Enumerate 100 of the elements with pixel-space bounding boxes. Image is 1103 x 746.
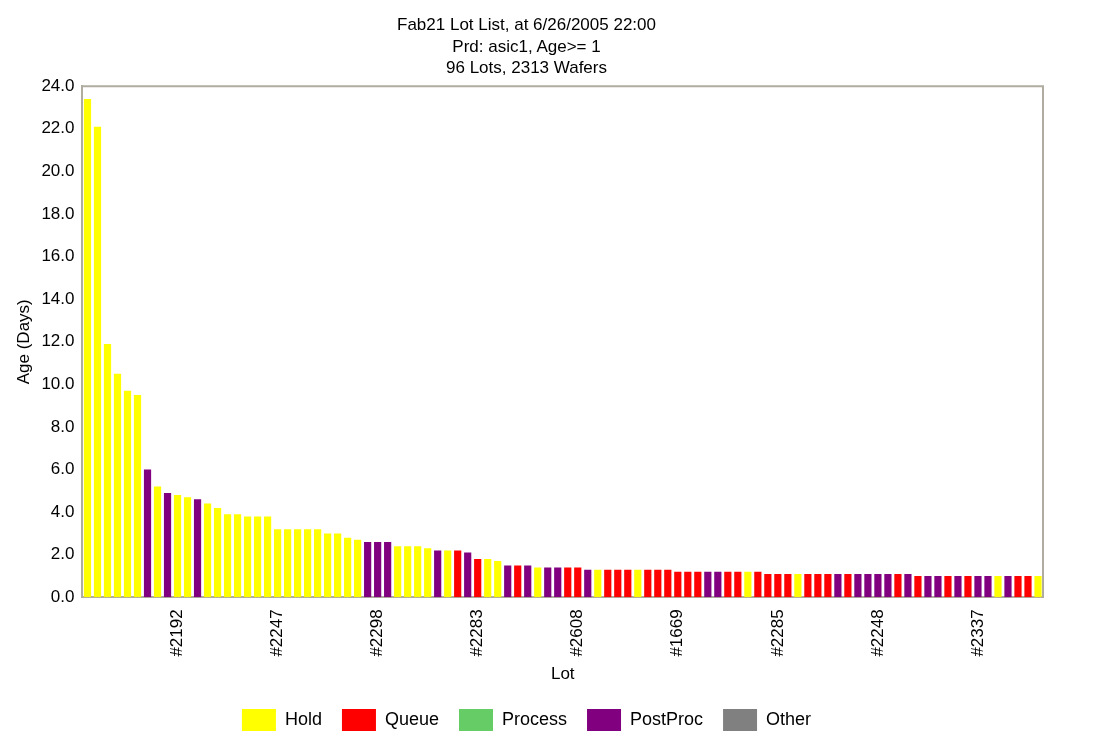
bar: [694, 571, 702, 598]
bar: [153, 486, 162, 598]
bar: [374, 541, 382, 598]
bar: [724, 571, 732, 598]
y-tick-label: 20.0: [41, 161, 75, 181]
bar: [674, 571, 682, 598]
bar: [173, 495, 182, 598]
bar: [994, 576, 1002, 598]
y-tick-label: 12.0: [41, 331, 75, 351]
chart-subtitle: Prd: asic1, Age>= 1 96 Lots, 2313 Wafers: [446, 37, 607, 77]
bar: [284, 529, 292, 598]
bar: [884, 573, 892, 598]
bar: [494, 561, 502, 598]
bar: [644, 569, 652, 598]
bar: [954, 576, 962, 598]
x-axis-title: Lot: [550, 664, 575, 684]
y-tick-label: 2.0: [50, 544, 75, 564]
bar: [624, 569, 632, 598]
bar: [914, 576, 922, 598]
y-tick-label: 18.0: [41, 203, 75, 223]
bar: [664, 569, 672, 598]
bar: [964, 576, 972, 598]
bar: [534, 567, 542, 598]
bar: [974, 576, 982, 598]
bar: [844, 573, 852, 598]
bar: [1024, 576, 1032, 598]
bar: [143, 469, 152, 598]
bar: [1004, 576, 1012, 598]
bar: [514, 565, 522, 598]
bar: [324, 533, 332, 598]
bar: [474, 558, 482, 598]
bar: [233, 514, 242, 598]
bar: [744, 571, 752, 598]
bar: [273, 529, 282, 598]
bar: [133, 395, 142, 598]
bar: [414, 546, 422, 598]
bar: [634, 569, 642, 598]
bar: [484, 558, 492, 598]
bar: [113, 373, 122, 598]
legend-label: Process: [502, 708, 568, 729]
x-tick-label: #1669: [667, 609, 687, 657]
bar: [183, 497, 192, 598]
bar: [834, 573, 842, 598]
bar: [814, 573, 822, 598]
bar: [714, 571, 722, 598]
legend-label: PostProc: [630, 708, 704, 729]
bar: [854, 573, 862, 598]
bar: [934, 576, 942, 598]
x-tick-label: #2298: [367, 609, 387, 657]
legend-label: Hold: [284, 708, 322, 729]
y-tick-label: 22.0: [41, 118, 75, 138]
y-tick-label: 24.0: [41, 75, 75, 95]
x-tick-label: #2283: [467, 609, 487, 657]
bar: [464, 552, 472, 598]
bar: [243, 516, 252, 598]
bar: [344, 537, 352, 598]
bar: [123, 390, 132, 598]
bar: [584, 569, 592, 598]
bar: [1034, 576, 1042, 598]
bar: [794, 573, 802, 598]
bar: [864, 573, 872, 598]
bar: [874, 573, 882, 598]
x-tick-label: #2247: [267, 609, 287, 657]
bar: [894, 573, 902, 598]
bar: [574, 567, 582, 598]
x-tick-label: #2337: [967, 609, 987, 657]
bar: [213, 507, 222, 598]
bar: [83, 98, 92, 598]
bar: [824, 573, 832, 598]
x-tick-label: #2248: [867, 609, 887, 657]
bar: [253, 516, 262, 598]
bar: [784, 573, 792, 598]
bar: [924, 576, 932, 598]
legend-label: Other: [766, 708, 812, 729]
bar: [394, 546, 402, 598]
bar: [223, 514, 232, 598]
bar: [704, 571, 712, 598]
bar: [504, 565, 512, 598]
bar: [203, 503, 212, 598]
bar: [944, 576, 952, 598]
y-tick-label: 4.0: [50, 501, 75, 521]
y-tick-label: 14.0: [41, 288, 75, 308]
y-tick-label: 16.0: [41, 246, 75, 266]
y-axis-title: Age (Days): [13, 299, 33, 385]
bar: [444, 550, 452, 598]
bar: [774, 573, 782, 598]
chart-title: Fab21 Lot List, at 6/26/2005 22:00: [397, 14, 656, 34]
bar: [334, 533, 342, 598]
y-tick-label: 8.0: [50, 416, 75, 436]
bar: [354, 539, 362, 598]
bar: [544, 567, 552, 598]
bar: [263, 516, 272, 598]
bar: [424, 548, 432, 598]
bar: [1014, 576, 1022, 598]
bar: [314, 529, 322, 598]
bar: [364, 541, 372, 598]
bar: [434, 550, 442, 598]
bar: [654, 569, 662, 598]
bar: [454, 550, 462, 598]
bar: [524, 565, 532, 598]
